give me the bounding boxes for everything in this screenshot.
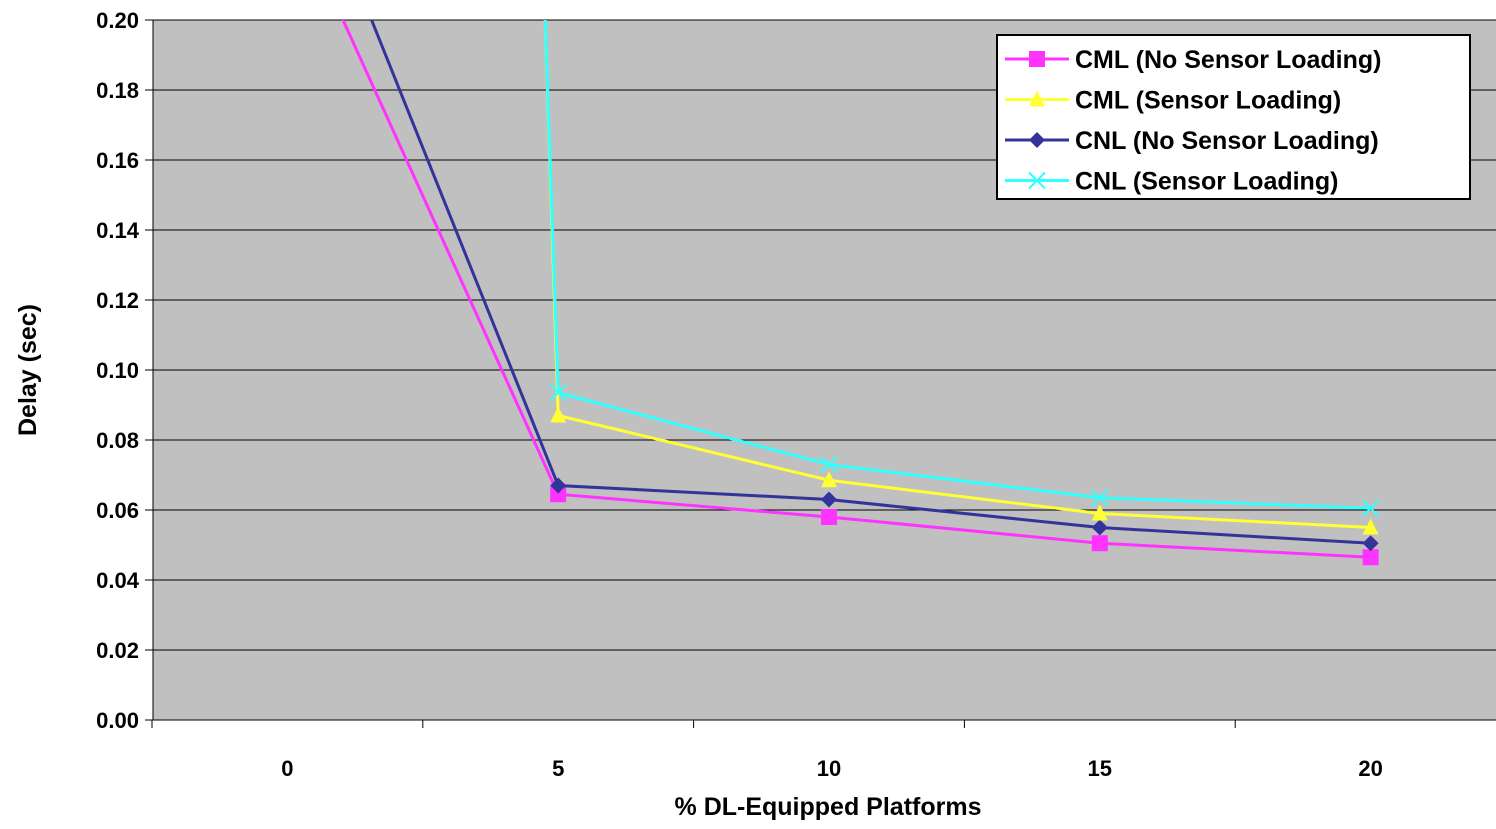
marker-triangle (1029, 90, 1045, 107)
marker-diamond (821, 491, 837, 508)
legend: CML (No Sensor Loading) CML (Sensor Loadi… (996, 34, 1471, 200)
legend-box (996, 34, 1471, 200)
marker-x (1091, 489, 1109, 507)
y-tick-label: 0.04 (96, 568, 140, 593)
y-tick-label: 0.08 (96, 428, 139, 453)
series-3 (543, 20, 1380, 517)
x-tick-label: 5 (552, 756, 564, 781)
marker-triangle (1362, 518, 1379, 535)
legend-label: CNL (Sensor Loading) (1075, 168, 1338, 196)
y-tick-label: 0.06 (96, 498, 139, 523)
y-axis-title: Delay (sec) (14, 304, 42, 436)
y-tick-label: 0.10 (96, 358, 139, 383)
series-2 (369, 20, 1379, 552)
marker-square (1029, 51, 1045, 67)
y-tick-label: 0.18 (96, 78, 139, 103)
x-axis-title: % DL-Equipped Platforms (675, 793, 982, 821)
series-group (341, 20, 1380, 566)
marker-square (821, 509, 837, 525)
legend-entry: CML (Sensor Loading) (1005, 87, 1341, 115)
marker-triangle (1091, 504, 1108, 521)
axes (145, 19, 1496, 728)
legend-label: CNL (No Sensor Loading) (1075, 127, 1379, 155)
y-tick-label: 0.12 (96, 288, 139, 313)
marker-x-stroke (1028, 171, 1046, 190)
marker-diamond (1029, 132, 1045, 148)
marker-square (1362, 549, 1379, 566)
marker-x-stroke (549, 384, 567, 402)
marker-square (550, 486, 567, 503)
x-tick-label: 10 (817, 756, 841, 781)
marker-triangle (821, 471, 837, 488)
legend-label: CML (Sensor Loading) (1075, 87, 1341, 115)
marker-x (820, 455, 838, 474)
legend-entry: CNL (No Sensor Loading) (1005, 127, 1379, 155)
y-tick-label: 0.14 (96, 218, 140, 243)
legend-entry: CNL (Sensor Loading) (1005, 168, 1338, 196)
marker-x-stroke (1361, 499, 1380, 517)
y-tick-labels: 0.00 0.02 0.04 0.06 0.08 0.10 0.12 0.14 0.16 0.18… (96, 8, 140, 733)
y-tick-label: 0.00 (96, 708, 139, 733)
marker-x (549, 384, 567, 402)
y-tick-label: 0.02 (96, 638, 139, 663)
series-0 (341, 20, 1379, 566)
legend-label: CML (No Sensor Loading) (1075, 46, 1381, 74)
marker-square (1091, 535, 1108, 552)
legend-entry: CML (No Sensor Loading) (1005, 46, 1381, 74)
marker-x-stroke (1091, 489, 1109, 507)
marker-x (1361, 499, 1380, 517)
x-tick-label: 0 (281, 756, 293, 781)
marker-x (1028, 171, 1046, 190)
x-tick-label: 20 (1358, 756, 1382, 781)
x-tick-label: 15 (1088, 756, 1112, 781)
x-tick-labels: 0 5 10 15 20 (281, 756, 1383, 781)
marker-triangle (550, 406, 567, 423)
y-tick-label: 0.16 (96, 148, 139, 173)
marker-diamond (1091, 519, 1108, 536)
y-tick-label: 0.20 (96, 8, 139, 33)
marker-x-stroke (820, 455, 838, 474)
marker-diamond (550, 477, 567, 494)
marker-diamond (1362, 535, 1379, 552)
